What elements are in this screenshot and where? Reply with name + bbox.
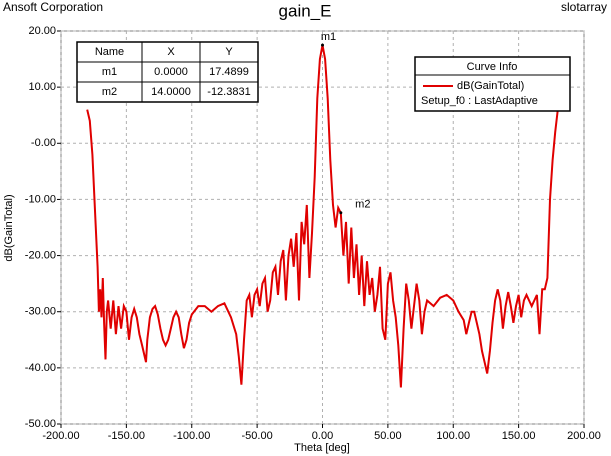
y-tick-label: 10.00 (28, 81, 56, 93)
x-tick-label: 0.00 (312, 430, 333, 442)
y-tick-label: -40.00 (25, 362, 56, 374)
legend-note: Setup_f0 : LastAdaptive (421, 95, 538, 107)
x-tick-label: -200.00 (42, 430, 79, 442)
x-tick-label: 200.00 (567, 430, 601, 442)
header-left: Ansoft Corporation (3, 0, 103, 14)
data-line (86, 44, 559, 388)
y-tick-label: -50.00 (25, 418, 56, 430)
table-cell-text: 14.0000 (151, 86, 191, 98)
legend-box (414, 56, 571, 112)
marker-label: m2 (355, 199, 370, 211)
x-tick-label: 150.00 (502, 430, 536, 442)
y-tick-label: -30.00 (25, 306, 56, 318)
chart-title: gain_E (279, 1, 332, 20)
table-cell-text: Y (225, 46, 233, 58)
legend-label: dB(GainTotal) (457, 80, 524, 92)
x-tick-label: -150.00 (108, 430, 145, 442)
table-cell-text: 0.0000 (154, 66, 188, 78)
table-cell-text: Name (95, 46, 124, 58)
table-cell (199, 81, 259, 103)
legend-title: Curve Info (467, 61, 518, 73)
y-tick-label: 20.00 (28, 25, 56, 37)
y-axis-label: dB(GainTotal) (3, 194, 15, 261)
table-cell-text: -12.3831 (207, 86, 250, 98)
marker-point (339, 211, 343, 215)
x-axis-label: Theta [deg] (294, 442, 350, 454)
table-cell-text: m2 (102, 86, 117, 98)
x-tick-label: 100.00 (436, 430, 470, 442)
x-tick-label: -100.00 (173, 430, 210, 442)
header-right: slotarray (561, 0, 607, 14)
x-tick-label: -50.00 (242, 430, 273, 442)
table-cell-text: 17.4899 (209, 66, 249, 78)
x-tick-label: 50.00 (374, 430, 402, 442)
y-tick-label: -0.00 (31, 137, 56, 149)
marker-label: m1 (321, 31, 336, 43)
y-tick-label: -10.00 (25, 193, 56, 205)
marker-point (321, 43, 324, 47)
table-cell-text: m1 (102, 66, 117, 78)
y-tick-label: -20.00 (25, 249, 56, 261)
table-cell-text: X (167, 46, 175, 58)
